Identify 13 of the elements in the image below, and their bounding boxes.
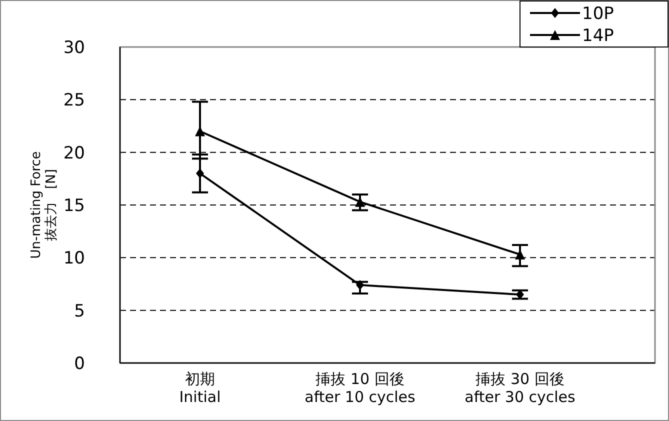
y-tick-label: 25 xyxy=(63,90,85,111)
legend-label: 14P xyxy=(582,26,614,46)
y-tick-label: 20 xyxy=(63,143,85,164)
y-tick-label: 10 xyxy=(63,248,85,269)
x-tick-label: 挿抜 30 回後 after 30 cycles xyxy=(464,370,576,406)
y-tick-label: 30 xyxy=(63,38,85,58)
y-tick-label: 15 xyxy=(63,196,85,216)
y-tick-label: 5 xyxy=(74,301,85,322)
y-axis-title: Un-mating Force 抜去力 [N] xyxy=(29,151,59,259)
x-tick-label: 挿抜 10 回後 after 10 cycles xyxy=(304,370,416,406)
legend-label: 10P xyxy=(582,4,614,24)
x-tick-label: 初期 Initial xyxy=(179,370,221,406)
y-tick-label: 0 xyxy=(74,354,85,374)
